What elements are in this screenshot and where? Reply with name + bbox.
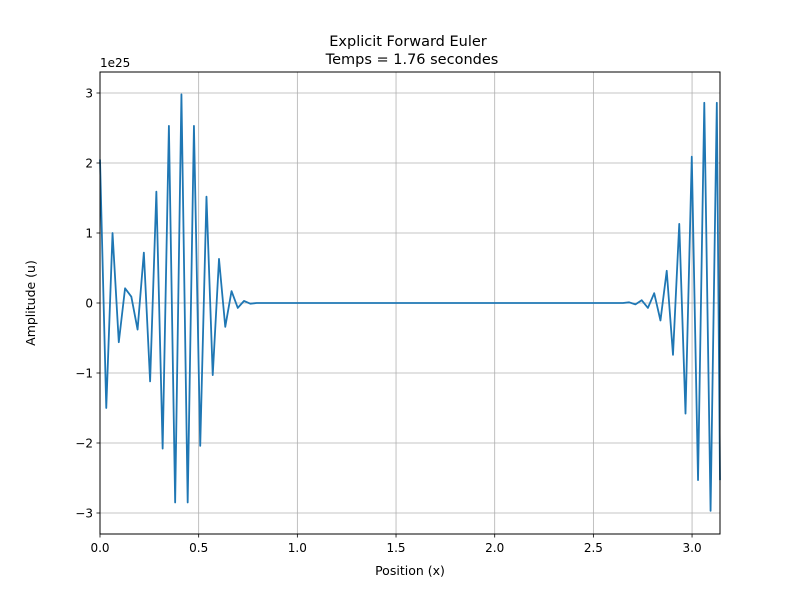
ticks: 0.0 0.5 1.0 1.5 2.0 2.5 3.0 3 2 1 0 −1 −2 −3 xyxy=(75,87,701,556)
y-axis-label: Amplitude (u) xyxy=(23,260,38,346)
y-tick-label: 3 xyxy=(85,87,93,101)
y-tick-label: −2 xyxy=(75,437,93,451)
x-tick-label: 1.0 xyxy=(288,541,307,555)
x-axis-label: Position (x) xyxy=(375,563,445,578)
y-offset-label: 1e25 xyxy=(100,56,130,70)
x-tick-label: 3.0 xyxy=(683,541,702,555)
x-tick-label: 0.0 xyxy=(90,541,109,555)
x-tick-label: 1.5 xyxy=(386,541,405,555)
series-line xyxy=(99,93,721,512)
x-tick-label: 2.5 xyxy=(584,541,603,555)
x-tick-label: 0.5 xyxy=(189,541,208,555)
y-tick-label: 0 xyxy=(85,297,93,311)
y-tick-label: 2 xyxy=(85,157,93,171)
chart-subtitle: Temps = 1.76 secondes xyxy=(325,52,499,68)
y-tick-label: −3 xyxy=(75,507,93,521)
x-tick-label: 2.0 xyxy=(485,541,504,555)
chart-title: Explicit Forward Euler xyxy=(329,34,487,50)
y-tick-label: 1 xyxy=(85,227,93,241)
series-layer xyxy=(99,93,721,512)
y-tick-label: −1 xyxy=(75,367,93,381)
